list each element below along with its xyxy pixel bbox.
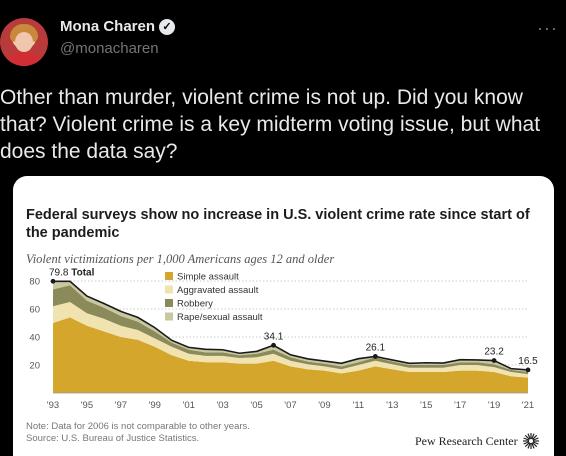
area-rape-sexual-assault	[53, 281, 528, 372]
y-tick-label: 40	[29, 333, 40, 344]
pew-sunburst-icon	[522, 433, 539, 449]
total-point	[372, 354, 378, 359]
legend-swatch	[165, 285, 173, 294]
user-handle[interactable]: @monacharen	[60, 40, 159, 57]
total-point	[525, 367, 531, 373]
total-point	[50, 278, 56, 284]
legend-item: Simple assault	[177, 272, 239, 283]
more-options-icon[interactable]: ···	[537, 18, 558, 38]
data-label: 23.2	[484, 347, 504, 358]
area-robbery	[53, 285, 528, 375]
avatar[interactable]	[0, 18, 48, 66]
y-tick-label: 60	[29, 305, 40, 316]
total-line	[53, 280, 529, 371]
legend-swatch	[165, 272, 173, 280]
data-label: 16.5	[518, 356, 538, 367]
legend-item: Aggravated assault	[177, 285, 259, 296]
area-aggravated-assault	[53, 302, 528, 378]
x-tick-label: '09	[318, 400, 330, 411]
x-tick-label: '03	[216, 400, 228, 411]
legend-swatch	[165, 299, 173, 307]
x-tick-label: '01	[183, 400, 195, 411]
x-tick-label: '11	[353, 400, 365, 411]
x-tick-label: '05	[250, 400, 262, 411]
y-tick-label: 20	[29, 361, 40, 372]
verified-badge-icon: ✓	[159, 18, 176, 35]
display-name[interactable]: Mona Charen	[60, 18, 156, 35]
area-simple-assault	[53, 317, 528, 393]
total-point	[491, 358, 497, 363]
x-tick-label: '99	[149, 400, 161, 411]
x-tick-label: '07	[284, 400, 296, 411]
x-tick-label: '15	[420, 400, 432, 411]
data-label: 79.8 Total	[49, 267, 95, 278]
x-tick-label: '95	[81, 400, 93, 411]
x-tick-label: '19	[488, 400, 500, 411]
x-tick-label: '13	[386, 400, 398, 411]
chart-image-card[interactable]: Federal surveys show no increase in U.S.…	[13, 176, 554, 456]
legend-swatch	[165, 312, 173, 321]
x-tick-label: '97	[115, 400, 127, 411]
name-row: Mona Charen ✓	[60, 18, 176, 35]
x-tick-label: '21	[522, 400, 534, 411]
chart-title: Federal surveys show no increase in U.S.…	[26, 207, 530, 241]
legend-item: Robbery	[177, 299, 213, 310]
area-chart: 20 40 60 80 '93 '95 '97 '99 '01 '03 '05 '07 '09 '11 '1…	[29, 267, 538, 411]
x-tick-label: '17	[454, 400, 466, 411]
data-label: 34.1	[264, 331, 284, 342]
tweet-header: Mona Charen ✓ @monacharen ···	[0, 0, 566, 78]
total-point	[271, 342, 276, 348]
y-tick-label: 80	[29, 277, 40, 288]
chart-subtitle: Violent victimizations per 1,000 America…	[26, 252, 335, 266]
legend-item: Rape/sexual assault	[177, 312, 263, 323]
tweet-text: Other than murder, violent crime is not …	[0, 86, 541, 163]
pew-logo: Pew Research Center	[415, 432, 540, 450]
pew-credit: Pew Research Center	[415, 433, 518, 448]
total-label: Total	[68, 267, 94, 278]
chart-note: Note: Data for 2006 is not comparable to…	[26, 421, 250, 432]
chart-source: Source: U.S. Bureau of Justice Statistic…	[26, 433, 200, 444]
chart-notes: Note: Data for 2006 is not comparable to…	[26, 421, 250, 445]
data-label: 26.1	[366, 342, 386, 353]
x-tick-label: '93	[47, 400, 59, 411]
